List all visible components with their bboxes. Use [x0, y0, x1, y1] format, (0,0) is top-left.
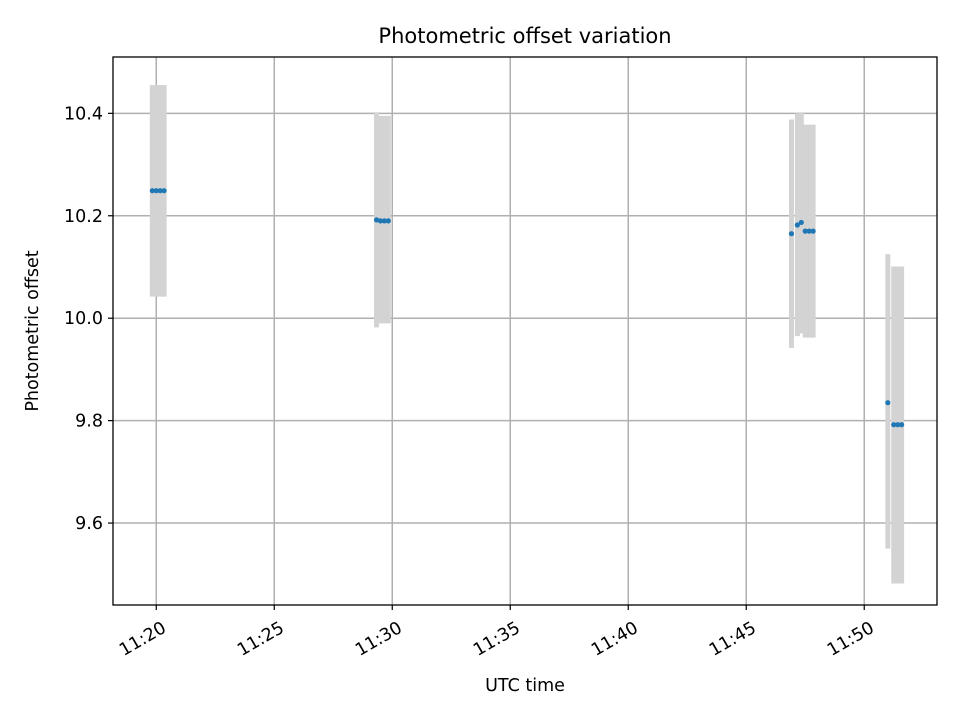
y-tick-label: 10.0 [64, 309, 103, 329]
data-point [794, 222, 800, 228]
point-layer [149, 188, 905, 428]
data-point [373, 217, 380, 223]
data-point [895, 422, 901, 428]
y-tick-label: 9.6 [75, 514, 103, 534]
data-point [810, 228, 816, 234]
y-tick-label: 10.4 [64, 104, 103, 124]
data-point [899, 422, 905, 428]
y-tick-label: 10.2 [64, 207, 103, 227]
data-point [385, 218, 391, 224]
y-axis-label: Photometric offset [23, 250, 43, 411]
plot-frame [112, 56, 938, 606]
data-point [891, 422, 897, 428]
data-point [806, 228, 812, 234]
data-point [377, 218, 384, 224]
data-point [788, 231, 795, 237]
data-point [153, 188, 159, 194]
data-point [149, 188, 155, 194]
data-point [885, 400, 891, 406]
data-point [157, 188, 163, 194]
data-point [381, 218, 387, 224]
data-point [802, 228, 808, 234]
y-tick-label: 9.8 [75, 412, 103, 432]
x-axis-label: UTC time [485, 676, 565, 696]
chart-title: Photometric offset variation [378, 24, 671, 48]
data-point [161, 188, 167, 194]
data-point [798, 219, 804, 226]
